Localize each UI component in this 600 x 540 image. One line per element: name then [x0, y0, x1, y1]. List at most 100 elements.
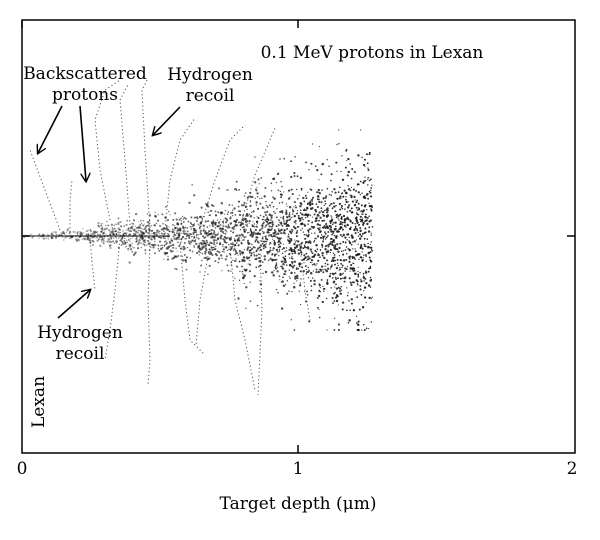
track-point	[354, 232, 357, 235]
track-point	[54, 231, 57, 234]
track-point	[250, 252, 253, 255]
track-point	[255, 250, 258, 253]
track-point	[335, 161, 338, 164]
track-point	[365, 231, 367, 233]
track-point	[230, 270, 232, 272]
track-point	[200, 229, 203, 232]
track-point	[208, 257, 211, 260]
track-point	[97, 221, 100, 225]
track-point	[181, 255, 184, 258]
track-point	[40, 235, 44, 238]
track-point	[122, 242, 125, 246]
track-point	[278, 275, 281, 278]
track-point	[83, 236, 86, 238]
track-point	[329, 251, 332, 254]
track-point	[316, 297, 319, 299]
track-point	[207, 243, 211, 247]
track-point	[224, 229, 227, 232]
track-point	[164, 244, 166, 246]
track-point	[270, 206, 272, 208]
track-point	[264, 214, 267, 216]
track-point	[307, 258, 310, 261]
track-point	[287, 233, 290, 236]
track-point	[154, 252, 156, 255]
track-point	[370, 178, 372, 181]
track-point	[317, 188, 320, 192]
track-point	[243, 236, 246, 239]
track-point	[237, 254, 239, 256]
track-point	[256, 232, 260, 235]
track-point	[57, 234, 60, 237]
track-point	[231, 243, 235, 246]
track-point	[204, 256, 208, 259]
track-point	[109, 234, 111, 236]
track-point	[279, 279, 281, 281]
track-point	[321, 189, 323, 191]
track-point	[371, 296, 373, 298]
track-point	[144, 249, 147, 252]
arrow-backscattered-left	[38, 105, 63, 153]
track-point	[229, 227, 231, 229]
track-point	[367, 247, 369, 249]
track-point	[217, 211, 220, 214]
track-point	[92, 244, 95, 246]
track-point	[352, 281, 355, 284]
track-point	[310, 162, 313, 165]
track-point	[324, 202, 327, 205]
track-point	[368, 296, 371, 300]
track-point	[55, 237, 58, 240]
track-point	[316, 235, 320, 238]
track-point	[345, 196, 347, 198]
track-point	[308, 220, 310, 222]
track-point	[260, 255, 262, 257]
track-point	[96, 239, 99, 242]
track-point	[362, 182, 365, 184]
track-point	[204, 250, 207, 254]
track-point	[262, 232, 265, 235]
track-point	[143, 232, 146, 235]
track-point	[99, 244, 102, 247]
track-point	[86, 237, 89, 240]
track-point	[153, 233, 156, 235]
track-point	[305, 265, 307, 267]
track-point	[303, 245, 307, 249]
track-point	[102, 238, 105, 241]
track-point	[282, 284, 286, 288]
track-point	[249, 300, 252, 303]
track-point	[280, 281, 283, 283]
track-point	[236, 265, 238, 268]
track-point	[229, 254, 232, 256]
track-point	[107, 224, 110, 227]
track-point	[113, 242, 116, 244]
track-point	[343, 280, 346, 283]
track-point	[258, 183, 260, 185]
track-point	[97, 224, 100, 227]
track-point	[93, 230, 96, 232]
track-point	[330, 202, 333, 205]
track-point	[175, 238, 178, 241]
track-point	[91, 235, 93, 237]
track-point	[143, 227, 147, 230]
proton-trajectory	[299, 247, 311, 321]
track-point	[134, 225, 137, 227]
track-point	[340, 216, 343, 218]
track-point	[322, 214, 326, 217]
track-point	[106, 220, 108, 223]
track-point	[190, 216, 193, 219]
track-point	[334, 276, 337, 279]
track-point	[338, 230, 340, 233]
track-point	[337, 214, 340, 218]
track-point	[202, 229, 205, 232]
track-point	[250, 211, 253, 214]
track-point	[347, 321, 350, 324]
track-point	[241, 219, 244, 222]
track-point	[370, 219, 372, 222]
track-point	[338, 223, 341, 226]
track-point	[291, 250, 293, 253]
track-point	[314, 208, 317, 212]
track-point	[340, 250, 343, 253]
track-point	[162, 235, 165, 238]
track-point	[212, 246, 215, 249]
track-point	[62, 231, 65, 235]
track-point	[272, 247, 275, 250]
